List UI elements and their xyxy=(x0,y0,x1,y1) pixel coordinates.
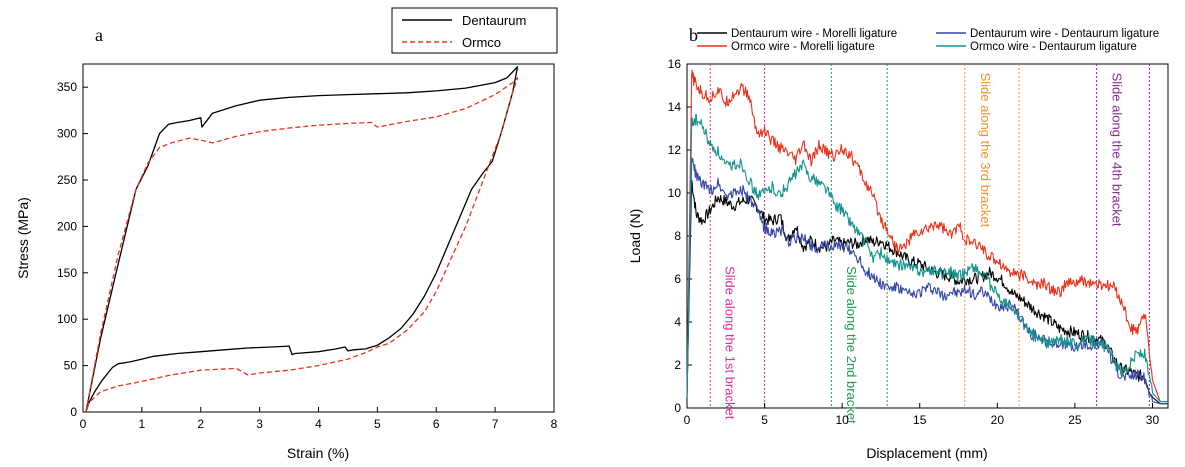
panel-a-xtick-label: 3 xyxy=(256,417,263,431)
bracket-annotation-4: Slide along the 4th bracket xyxy=(1110,73,1125,227)
panel-a-ytick-label: 50 xyxy=(64,359,78,373)
legend-label-ormco: Ormco xyxy=(462,35,501,50)
panel-a-label: a xyxy=(95,25,103,45)
panel-b-xtick-label: 20 xyxy=(991,413,1005,427)
panel-a-xtick-label: 5 xyxy=(374,417,381,431)
series-line-dentaurum xyxy=(85,66,519,413)
series-line-dentaurum-wire-dentaurum-ligature xyxy=(686,157,1168,405)
panel-b-xtick-label: 10 xyxy=(835,413,849,427)
panel-a-ytick-label: 100 xyxy=(57,312,77,326)
panel-b-xtick-label: 15 xyxy=(913,413,927,427)
legend-label-dent-dent: Dentaurum wire - Dentaurum ligature xyxy=(970,28,1159,40)
panel-b-ytick-label: 8 xyxy=(674,229,681,243)
panel-b-ytick-label: 12 xyxy=(668,143,682,157)
panel-a-ytick-label: 0 xyxy=(70,405,77,419)
panel-b-xlabel: Displacement (mm) xyxy=(866,445,987,461)
panel-a-xtick-label: 1 xyxy=(139,417,146,431)
panel-a-plot-area xyxy=(82,63,555,413)
panel-b-legend: Dentaurum wire - Morelli ligature Ormco … xyxy=(697,28,1159,53)
bracket-annotation-1: Slide along the 1st bracket xyxy=(723,266,738,420)
panel-b-xtick-label: 25 xyxy=(1068,413,1082,427)
panel-b-ticks: 0 5 10 15 20 25 30 0 2 4 6 8 10 12 14 16 xyxy=(668,57,1160,427)
panel-b-ytick-label: 0 xyxy=(674,401,681,415)
panel-b-load-displacement: Slide along the 1st bracket Slide along t… xyxy=(627,25,1169,461)
legend-label-dentaurum: Dentaurum xyxy=(462,13,526,28)
series-line-ormco-wire-dentaurum-ligature xyxy=(686,113,1168,403)
panel-a-xtick-label: 4 xyxy=(315,417,322,431)
panel-a-xtick-label: 2 xyxy=(197,417,204,431)
panel-b-ytick-label: 16 xyxy=(668,57,682,71)
panel-b-label: b xyxy=(689,25,698,45)
panel-a-stress-strain: 0 1 2 3 4 5 6 7 8 0 50 100 150 200 250 300 350 a Strain … xyxy=(15,7,558,461)
panel-a-xlabel: Strain (%) xyxy=(287,445,349,461)
panel-a-ytick-label: 250 xyxy=(57,173,77,187)
panel-b-xtick-label: 30 xyxy=(1146,413,1160,427)
panel-b-ylabel: Load (N) xyxy=(627,209,643,263)
panel-a-ytick-label: 300 xyxy=(57,127,77,141)
panel-b-xtick-label: 0 xyxy=(684,413,691,427)
bracket-annotation-3: Slide along the 3rd bracket xyxy=(978,73,993,228)
panel-b-ytick-label: 10 xyxy=(668,186,682,200)
legend-label-dent-morelli: Dentaurum wire - Morelli ligature xyxy=(731,28,897,40)
panel-b-ytick-label: 6 xyxy=(674,272,681,286)
panel-a-series xyxy=(85,66,519,413)
panel-b-plot-area xyxy=(686,63,1169,409)
panel-a-ytick-label: 200 xyxy=(57,219,77,233)
panel-b-xtick-label: 5 xyxy=(761,413,768,427)
panel-a-ytick-label: 150 xyxy=(57,266,77,280)
panel-a-legend: Dentaurum Ormco xyxy=(391,7,558,54)
series-line-ormco xyxy=(85,77,519,413)
panel-a-xtick-label: 0 xyxy=(80,417,87,431)
panel-a-xtick-label: 7 xyxy=(492,417,499,431)
series-line-ormco-wire-morelli-ligature xyxy=(686,69,1168,403)
panel-b-ytick-label: 14 xyxy=(668,100,682,114)
panel-a-xtick-label: 6 xyxy=(433,417,440,431)
panel-a-ytick-label: 350 xyxy=(57,80,77,94)
panel-b-ytick-label: 4 xyxy=(674,315,681,329)
panel-b-ytick-label: 2 xyxy=(674,358,681,372)
legend-label-ormco-dent: Ormco wire - Dentaurum ligature xyxy=(970,41,1137,53)
bracket-annotation-2: Slide along the 2nd bracket xyxy=(844,266,859,424)
panel-b-series xyxy=(686,69,1168,405)
panel-a-ylabel: Stress (MPa) xyxy=(15,197,31,279)
legend-label-ormco-morelli: Ormco wire - Morelli ligature xyxy=(731,41,875,53)
panel-a-legend-box xyxy=(391,7,558,54)
panel-a-ticks: 0 1 2 3 4 5 6 7 8 0 50 100 150 200 250 300 350 xyxy=(57,80,558,431)
panel-b-bracket-annotations: Slide along the 1st bracket Slide along t… xyxy=(709,64,1150,424)
panel-a-xtick-label: 8 xyxy=(551,417,558,431)
